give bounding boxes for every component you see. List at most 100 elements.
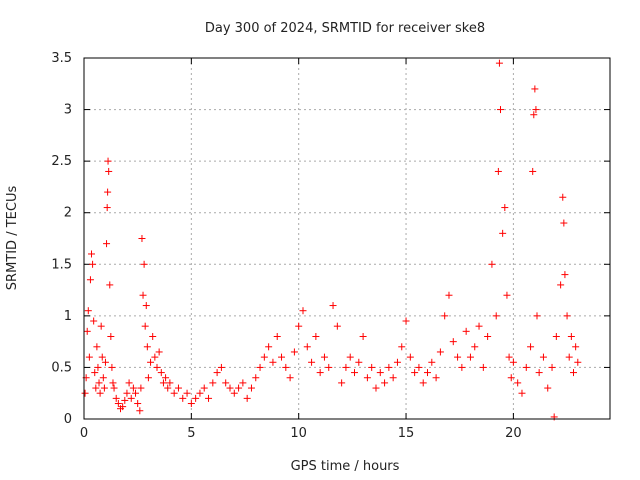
data-point bbox=[192, 394, 200, 402]
data-point bbox=[100, 384, 108, 392]
data-point bbox=[134, 400, 142, 408]
data-point bbox=[217, 363, 225, 371]
data-point bbox=[522, 363, 530, 371]
data-point bbox=[213, 369, 221, 377]
data-point bbox=[164, 384, 172, 392]
data-point bbox=[85, 353, 93, 361]
x-tick-label: 0 bbox=[80, 426, 88, 441]
data-points bbox=[81, 59, 582, 421]
data-point bbox=[557, 281, 565, 289]
data-point bbox=[127, 394, 135, 402]
data-point bbox=[505, 353, 513, 361]
data-point bbox=[205, 394, 213, 402]
data-point bbox=[86, 276, 94, 284]
data-point bbox=[149, 332, 157, 340]
data-point bbox=[424, 369, 432, 377]
data-point bbox=[96, 389, 104, 397]
data-point bbox=[107, 332, 115, 340]
data-point bbox=[325, 363, 333, 371]
x-tick-label: 5 bbox=[187, 426, 195, 441]
data-point bbox=[260, 353, 268, 361]
data-point bbox=[105, 167, 113, 175]
data-point bbox=[333, 322, 341, 330]
data-point bbox=[529, 167, 537, 175]
y-axis-label: SRMTID / TECUs bbox=[5, 186, 20, 291]
data-point bbox=[574, 358, 582, 366]
data-point bbox=[561, 271, 569, 279]
data-point bbox=[166, 379, 174, 387]
data-point bbox=[88, 250, 96, 258]
data-point bbox=[359, 332, 367, 340]
x-tick-label: 20 bbox=[505, 426, 522, 441]
data-point bbox=[230, 389, 238, 397]
data-point bbox=[518, 389, 526, 397]
data-point bbox=[488, 260, 496, 268]
y-tick-label: 3.5 bbox=[51, 51, 72, 66]
data-point bbox=[282, 363, 290, 371]
data-point bbox=[121, 396, 129, 404]
data-point bbox=[93, 343, 101, 351]
data-point bbox=[222, 379, 230, 387]
data-point bbox=[103, 240, 111, 248]
data-point bbox=[179, 394, 187, 402]
axis-ticks: 0 5 10 15 20 0 0.5 1 1.5 2 2.5 3 3.5 bbox=[51, 51, 610, 441]
data-point bbox=[329, 302, 337, 310]
data-point bbox=[530, 111, 538, 119]
data-point bbox=[110, 384, 118, 392]
data-point bbox=[441, 312, 449, 320]
data-point bbox=[97, 322, 105, 330]
data-point bbox=[499, 229, 507, 237]
data-point bbox=[151, 353, 159, 361]
y-tick-label: 1 bbox=[64, 309, 72, 324]
data-point bbox=[385, 363, 393, 371]
data-point bbox=[94, 363, 102, 371]
data-point bbox=[458, 363, 466, 371]
data-point bbox=[320, 353, 328, 361]
data-point bbox=[567, 332, 575, 340]
data-point bbox=[497, 106, 505, 114]
data-point bbox=[247, 384, 255, 392]
data-point bbox=[475, 322, 483, 330]
data-point bbox=[265, 343, 273, 351]
data-point bbox=[90, 317, 98, 325]
data-point bbox=[98, 353, 106, 361]
data-point bbox=[432, 374, 440, 382]
data-point bbox=[346, 353, 354, 361]
data-point bbox=[196, 389, 204, 397]
data-point bbox=[99, 374, 107, 382]
data-point bbox=[92, 384, 100, 392]
data-point bbox=[138, 235, 146, 242]
data-point bbox=[303, 343, 311, 351]
data-point bbox=[466, 353, 474, 361]
data-point bbox=[174, 384, 182, 392]
data-point bbox=[492, 312, 500, 320]
data-point bbox=[484, 332, 492, 340]
data-point bbox=[144, 374, 152, 382]
data-point bbox=[406, 353, 414, 361]
data-point bbox=[112, 394, 120, 402]
data-point bbox=[565, 353, 573, 361]
y-tick-label: 0.5 bbox=[51, 360, 72, 375]
data-point bbox=[479, 363, 487, 371]
data-point bbox=[235, 384, 243, 392]
data-point bbox=[544, 384, 552, 392]
data-point bbox=[104, 188, 112, 196]
data-point bbox=[273, 332, 281, 340]
data-point bbox=[462, 327, 470, 335]
data-point bbox=[129, 384, 137, 392]
data-point bbox=[141, 322, 149, 330]
data-point bbox=[338, 379, 346, 387]
y-tick-label: 0 bbox=[64, 412, 72, 427]
data-point bbox=[527, 343, 535, 351]
data-point bbox=[226, 384, 234, 392]
data-point bbox=[312, 332, 320, 340]
data-point bbox=[159, 379, 167, 387]
data-point bbox=[157, 369, 165, 377]
data-point bbox=[143, 343, 151, 351]
data-point bbox=[155, 348, 163, 356]
data-point bbox=[81, 389, 89, 397]
data-point bbox=[84, 307, 92, 315]
data-point bbox=[552, 332, 560, 340]
data-point bbox=[535, 369, 543, 377]
